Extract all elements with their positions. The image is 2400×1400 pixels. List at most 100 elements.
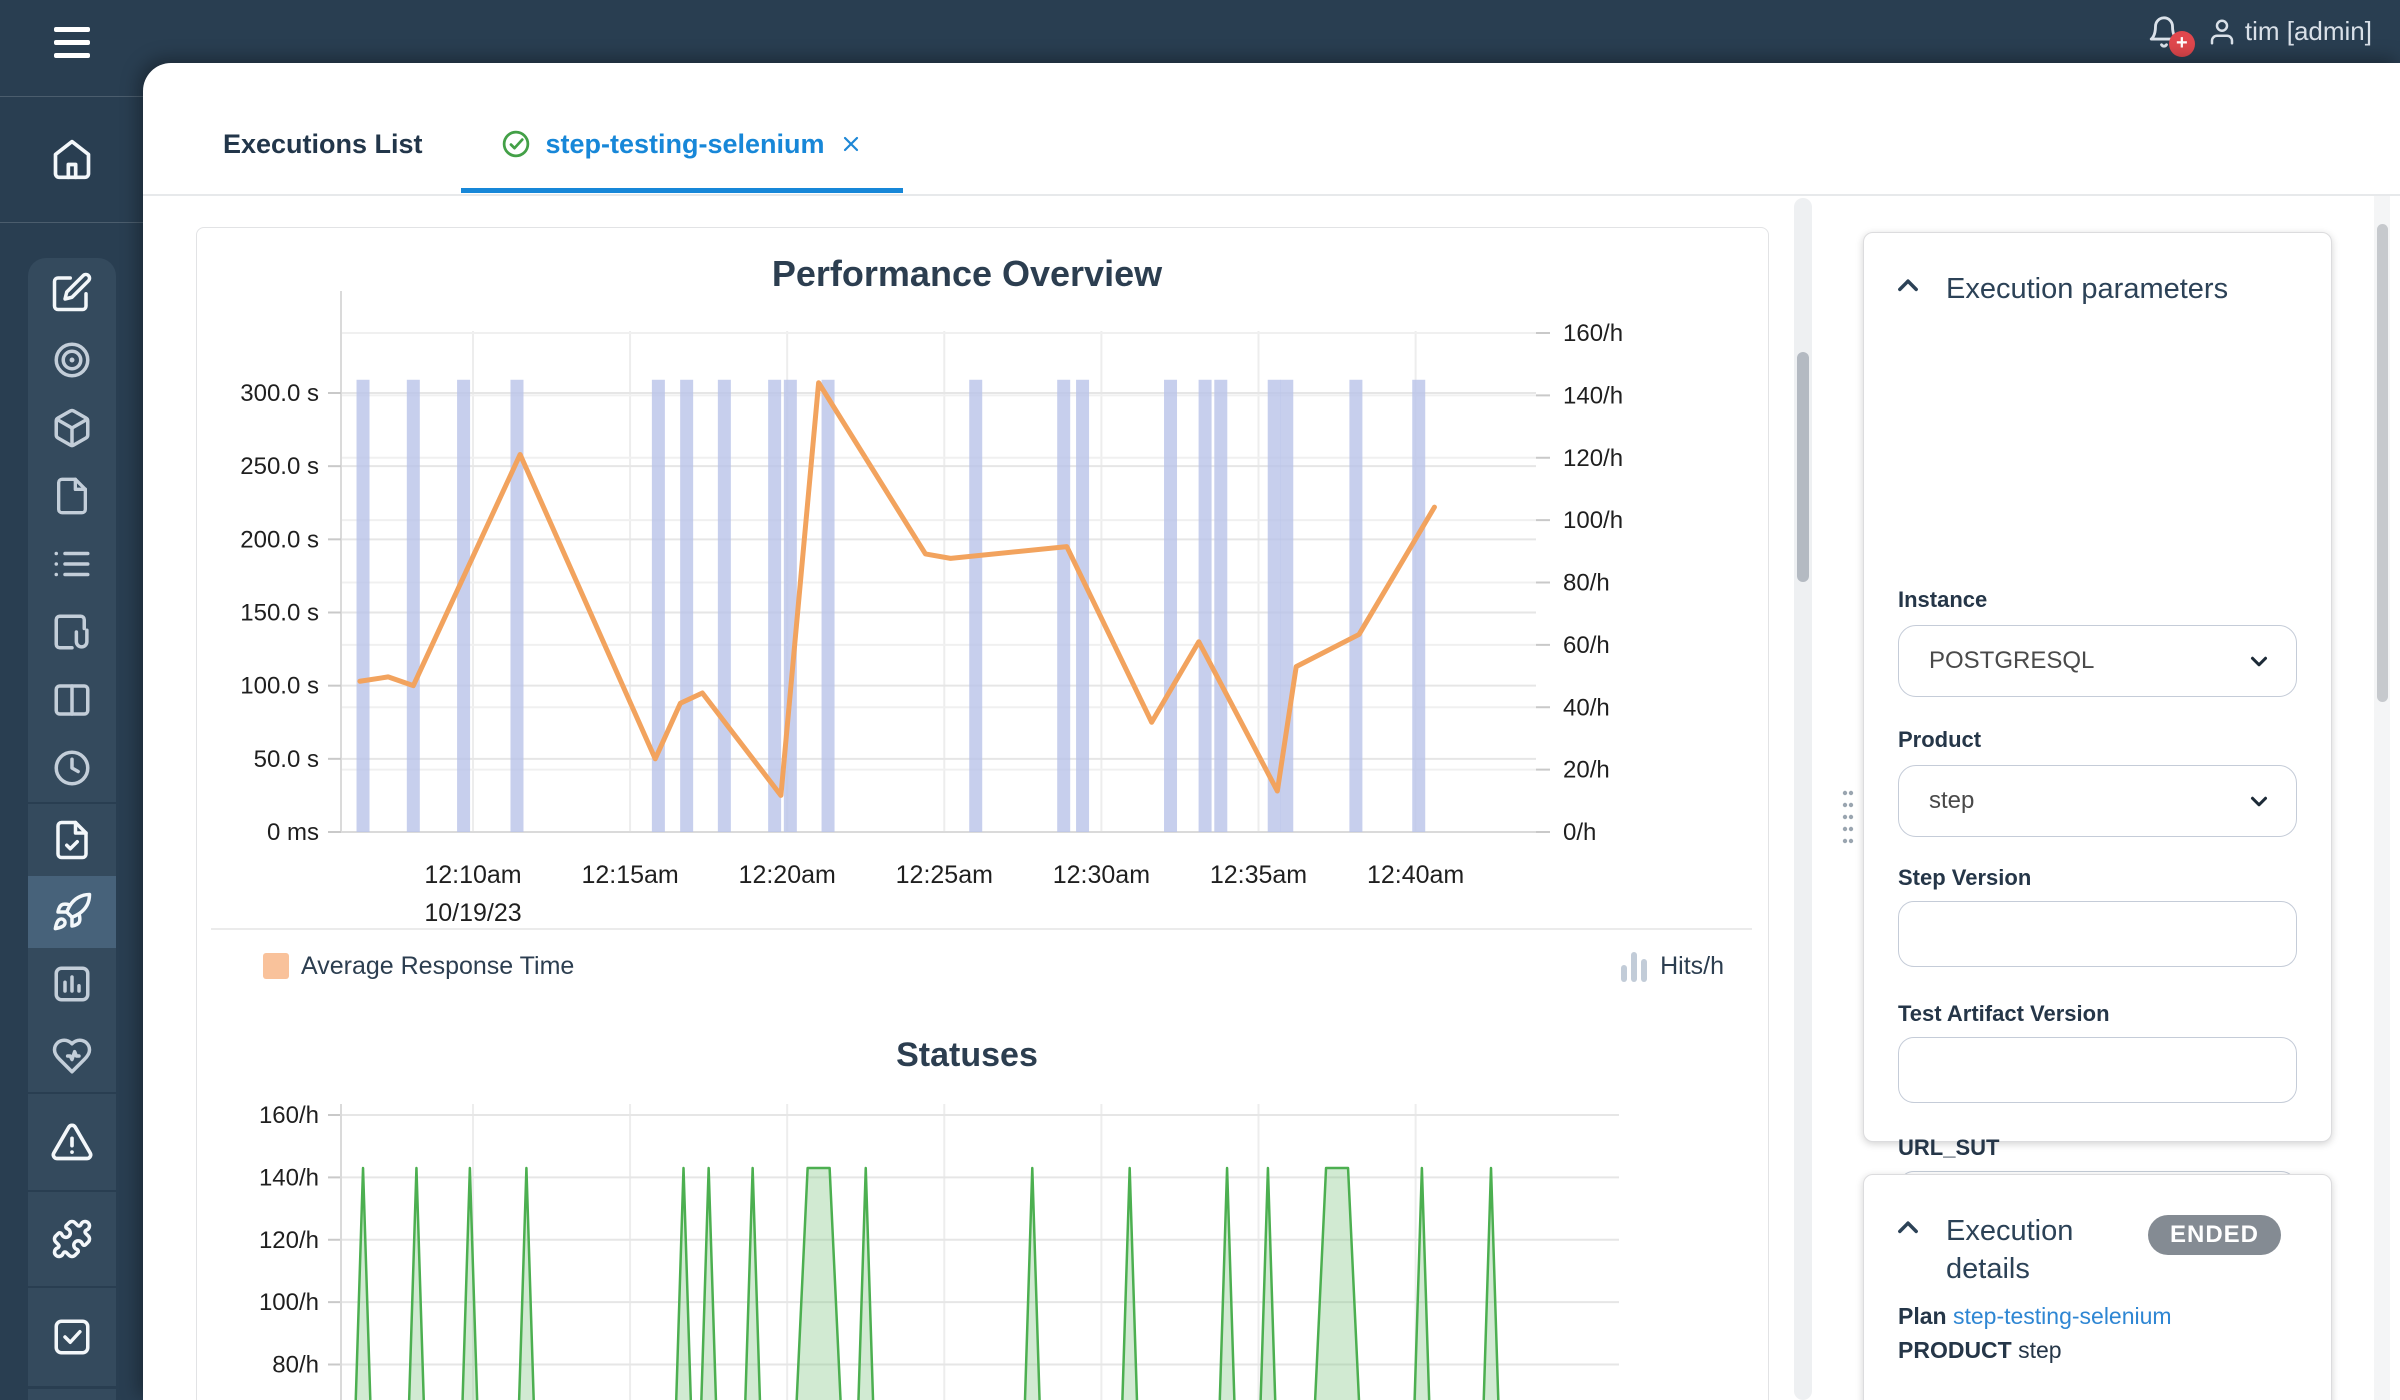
target-icon <box>54 342 90 378</box>
sidebar-group-automation <box>28 1288 116 1386</box>
step-version-label: Step Version <box>1898 865 2032 890</box>
tab-active-execution-label: step-testing-selenium <box>545 128 825 159</box>
sidebar-item-scheduler[interactable] <box>28 734 116 802</box>
plan-row: Plan step-testing-selenium <box>1898 1303 2172 1330</box>
chart-legend-divider <box>211 928 1752 930</box>
sidebar-group-executions <box>28 804 116 1092</box>
sidebar-item-automation-packages[interactable] <box>28 1288 116 1386</box>
panel-resize-grip[interactable] <box>1840 788 1856 846</box>
hits-bars-icon <box>1621 952 1648 982</box>
svg-text:100.0 s: 100.0 s <box>240 673 319 700</box>
svg-text:120/h: 120/h <box>259 1227 319 1254</box>
product-label: Product <box>1898 727 1982 752</box>
sidebar-group-plugins <box>28 1192 116 1286</box>
svg-text:160/h: 160/h <box>259 1102 319 1129</box>
rocket-icon <box>53 892 92 931</box>
product-row: PRODUCT step <box>1898 1337 2062 1364</box>
sidebar-item-analytics[interactable] <box>28 948 116 1020</box>
close-icon[interactable] <box>839 132 863 156</box>
sidebar-divider <box>0 96 143 97</box>
chevron-down-icon <box>2250 796 2268 807</box>
sidebar-item-keywords[interactable] <box>28 326 116 394</box>
check-circle-icon <box>503 130 530 158</box>
legend-hits[interactable]: Hits/h <box>1620 948 1724 984</box>
list-icon <box>54 551 90 577</box>
execution-parameters-panel: Execution parameters Instance POSTGRESQL… <box>1863 232 2332 1320</box>
instance-label: Instance <box>1898 587 1988 612</box>
svg-text:140/h: 140/h <box>259 1164 319 1191</box>
sidebar-item-columns[interactable] <box>28 666 116 734</box>
legend-hits-label: Hits/h <box>1660 951 1724 980</box>
sidebar-item-home[interactable] <box>28 96 116 222</box>
instance-select-value: POSTGRESQL <box>1929 647 2095 674</box>
svg-text:200.0 s: 200.0 s <box>240 526 319 553</box>
svg-text:160/h: 160/h <box>1563 320 1623 347</box>
statuses-chart-title: Statuses <box>896 1036 1038 1074</box>
product-select-value: step <box>1929 787 1975 814</box>
hamburger-menu-icon[interactable] <box>50 27 94 67</box>
heart-pulse-icon <box>52 1038 92 1074</box>
svg-text:100/h: 100/h <box>1563 507 1623 534</box>
topbar-right: + tim [admin] <box>2147 0 2372 63</box>
svg-text:20/h: 20/h <box>1563 757 1610 784</box>
sidebar-group-alerts <box>28 1094 116 1190</box>
window-scrollbar-thumb[interactable] <box>2377 224 2388 702</box>
instance-select[interactable]: POSTGRESQL <box>1898 625 2297 697</box>
sidebar-item-plugins[interactable] <box>28 1192 116 1286</box>
home-icon <box>53 139 91 180</box>
svg-text:12:20am: 12:20am <box>739 861 836 889</box>
sidebar-item-files[interactable] <box>28 462 116 530</box>
sidebar-item-monitoring[interactable] <box>28 1020 116 1092</box>
legend-average-response-time[interactable]: Average Response Time <box>263 952 574 981</box>
sidebar-group-cutoff <box>28 1389 116 1400</box>
user-menu[interactable]: tim [admin] <box>2207 16 2372 47</box>
sidebar-item-executions[interactable] <box>28 876 116 948</box>
collapse-details-chevron-icon[interactable] <box>1894 1215 1922 1248</box>
test-artifact-version-input[interactable] <box>1898 1037 2297 1103</box>
user-icon <box>2210 19 2234 44</box>
sidebar-item-test-cases[interactable] <box>28 804 116 876</box>
svg-text:0/h: 0/h <box>1563 819 1596 846</box>
performance-chart-canvas: 300.0 s 250.0 s 200.0 s 150.0 s 100.0 s 50.0 … <box>240 291 1623 927</box>
sidebar-item-lists[interactable] <box>28 530 116 598</box>
svg-text:12:15am: 12:15am <box>581 861 678 889</box>
svg-text:140/h: 140/h <box>1563 382 1623 409</box>
sidebar-group-authoring <box>28 258 116 802</box>
file-check-icon <box>56 820 88 860</box>
active-tab-underline <box>461 188 903 193</box>
clock-icon <box>54 750 90 786</box>
sidebar-divider <box>0 222 143 223</box>
puzzle-icon <box>52 1219 92 1259</box>
tab-executions-list[interactable]: Executions List <box>223 99 463 189</box>
sidebar-item-resources[interactable] <box>28 394 116 462</box>
notifications-bell-icon[interactable]: + <box>2147 15 2195 57</box>
svg-text:12:40am: 12:40am <box>1367 861 1464 889</box>
sidebar-item-alerts[interactable] <box>28 1094 116 1190</box>
performance-chart-title: Performance Overview <box>771 253 1163 294</box>
svg-text:12:35am: 12:35am <box>1210 861 1307 889</box>
product-select[interactable]: step <box>1898 765 2297 837</box>
plan-link[interactable]: step-testing-selenium <box>1952 1303 2172 1329</box>
collapse-parameters-chevron-icon[interactable] <box>1894 273 1922 306</box>
svg-text:80/h: 80/h <box>1563 570 1610 597</box>
user-label: tim [admin] <box>2244 16 2372 46</box>
file-icon <box>57 477 88 515</box>
svg-text:60/h: 60/h <box>1563 632 1610 659</box>
product-row-label: PRODUCT <box>1898 1337 2012 1363</box>
test-artifact-version-label: Test Artifact Version <box>1898 1001 2110 1026</box>
charts-panel: Performance Overview 300.0 s 250.0 s 200.0… <box>196 227 1769 1400</box>
svg-text:40/h: 40/h <box>1563 694 1610 721</box>
tab-active-execution[interactable]: step-testing-selenium <box>461 99 903 189</box>
svg-text:150.0 s: 150.0 s <box>240 600 319 627</box>
step-version-input[interactable] <box>1898 901 2297 967</box>
status-badge: ENDED <box>2147 1215 2281 1255</box>
sidebar-item-attachments[interactable] <box>28 598 116 666</box>
edit-icon <box>52 272 92 312</box>
main-scrollbar-thumb[interactable] <box>1797 352 1809 582</box>
execution-details-panel: Execution details ENDED Plan step-testin… <box>1863 1174 2332 1400</box>
tabs-divider <box>143 194 2400 196</box>
svg-text:50.0 s: 50.0 s <box>254 746 319 773</box>
sidebar-item-plans[interactable] <box>28 258 116 326</box>
svg-text:10/19/23: 10/19/23 <box>424 899 521 927</box>
